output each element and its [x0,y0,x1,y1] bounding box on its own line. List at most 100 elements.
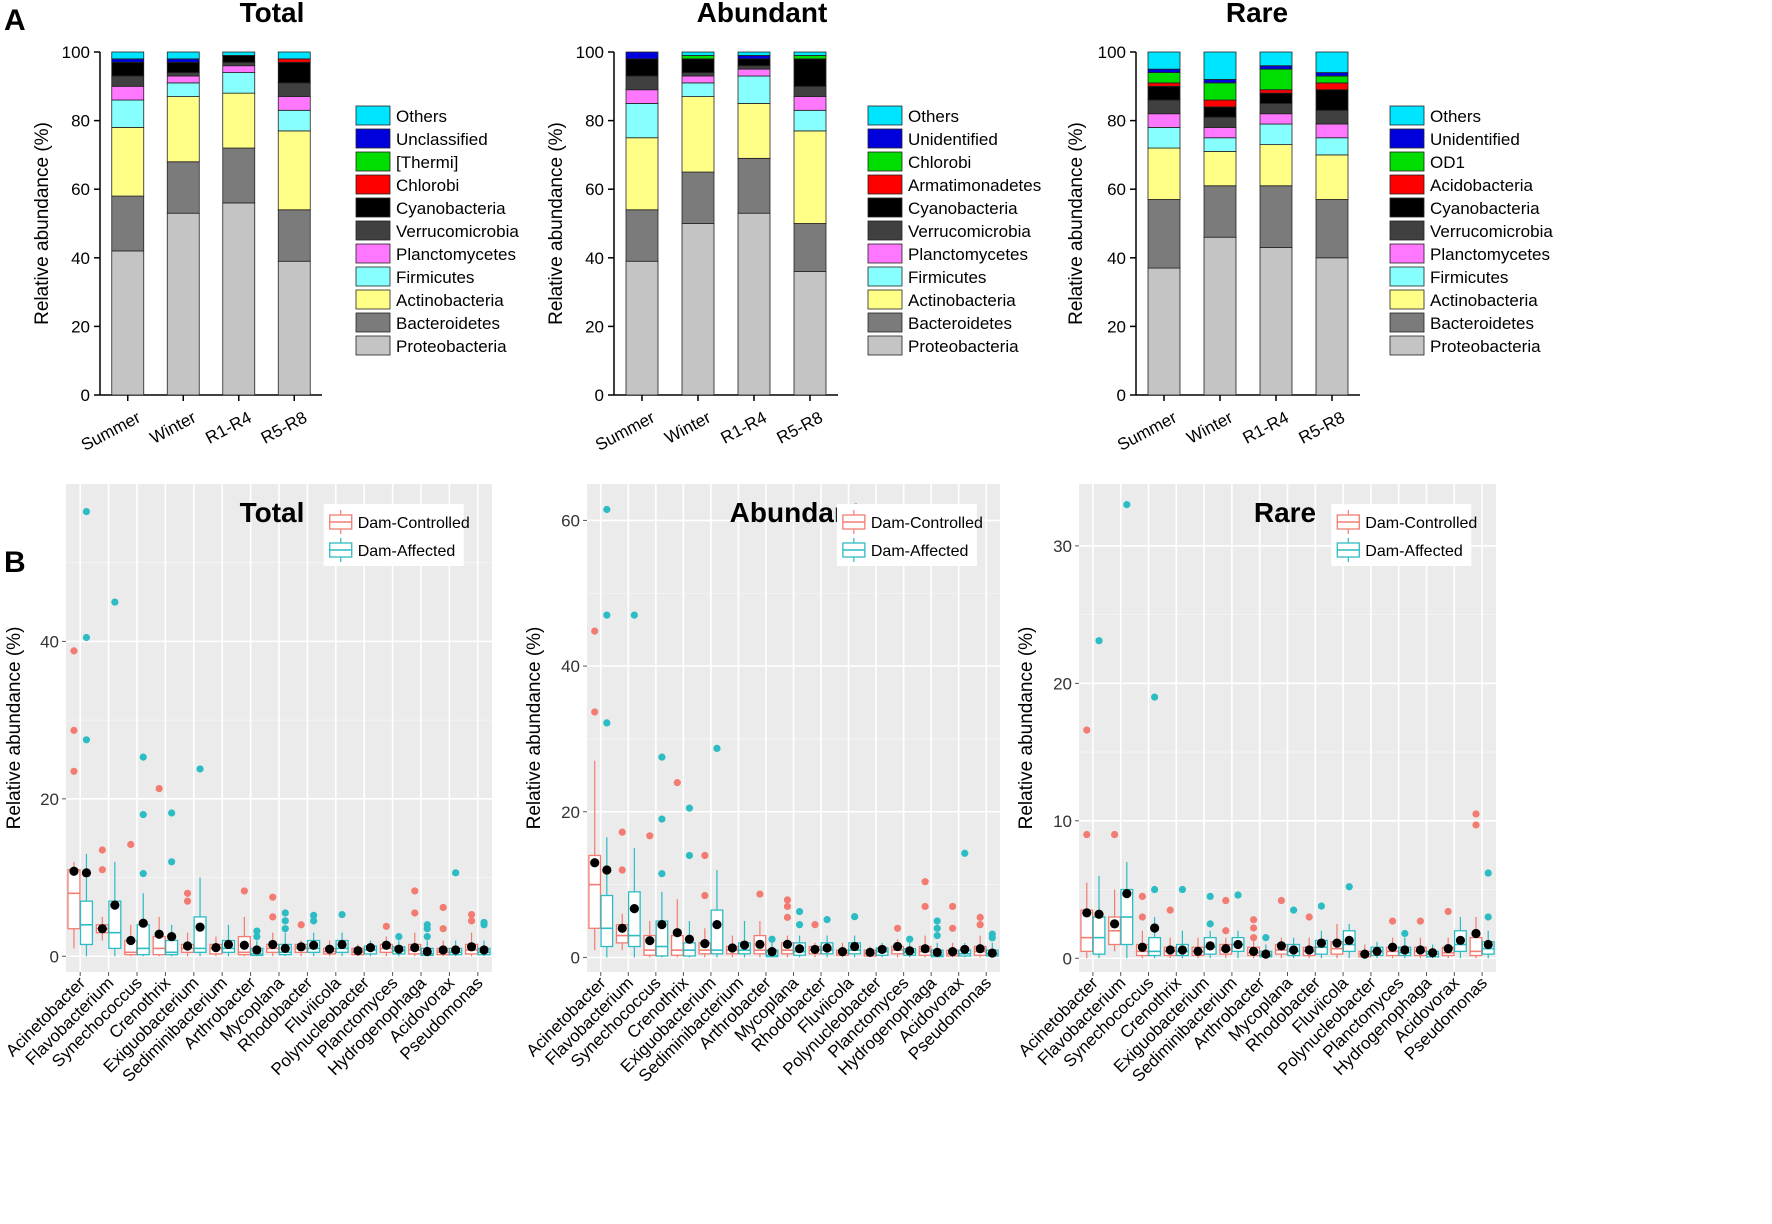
legend-swatch [867,151,903,172]
box-dam-affected [958,849,972,958]
bar-segment [1147,113,1181,128]
mean-point [932,947,942,957]
outlier-point [949,924,957,932]
bar-segment [737,75,771,104]
bar-segment [793,55,827,60]
outlier-point [618,828,626,836]
legend-label: Dam-Affected [1365,543,1463,560]
y-tick-label: 0 [1063,949,1072,968]
outlier-point [685,851,694,860]
outlier-point [811,921,819,929]
legend-swatch [355,105,391,126]
box-dam-affected [627,611,641,958]
mean-point [727,943,737,953]
legend-label: Actinobacteria [1430,291,1538,310]
bar-segment [1259,89,1293,94]
y-tick-label: 20 [71,317,90,336]
y-axis-label: Relative abundance (%) [4,627,25,830]
bar-segment [1147,99,1181,115]
bar-segment [681,51,715,56]
outlier-point [1416,917,1424,925]
box-dam-controlled [1386,917,1400,959]
legend-label: Actinobacteria [396,291,504,310]
bar-segment [793,130,827,224]
outlier-point [976,913,984,921]
outlier-point [673,779,681,787]
outlier-point [240,887,248,895]
box-dam-controlled [1302,913,1316,959]
outlier-point [823,915,831,924]
mean-point [1316,938,1327,948]
bar-segment [1315,89,1349,111]
mean-point [960,944,970,955]
box [1469,936,1483,957]
mean-point [1165,945,1175,955]
mean-point [1177,945,1188,955]
box-dam-controlled [237,887,251,957]
bar-segment [625,58,659,77]
box-dam-controlled [408,887,422,957]
outlier-point [591,627,599,635]
outlier-point [933,931,941,940]
legend-label: Others [908,107,959,126]
outlier-point [1138,892,1146,900]
outlier-point [921,878,929,886]
stacked-bar-chart-rare: Rare Relative abundance (%) 0 20 40 60 80 100 Su… [1066,0,1553,455]
legend-label: Cyanobacteria [1430,199,1540,218]
outlier-point [168,809,176,817]
mean-point [182,941,193,951]
box-dam-controlled [781,896,794,958]
box [79,900,94,946]
outlier-point [921,902,929,911]
legend-label: Verrucomicrobia [1430,222,1553,241]
mean-point [672,928,682,938]
legend-label: Unidentified [908,130,998,149]
outlier-point [1151,693,1159,701]
mean-point [865,947,875,957]
bar-segment [166,82,200,97]
legend-swatch [867,197,903,218]
mean-point [975,944,985,954]
mean-point [1122,889,1132,899]
mean-point [324,944,335,954]
box-dam-affected [250,927,264,957]
bar-segment [111,99,145,128]
box-dam-affected [1092,637,1106,959]
outlier-point [395,932,403,941]
bar-segment [1259,247,1293,396]
legend-label: Firmicutes [908,268,986,287]
legend-swatch [1389,312,1425,333]
outlier-point [82,736,91,744]
mean-point [394,944,404,954]
mean-point [1221,944,1231,954]
bar-segment [625,137,659,211]
mean-point [712,920,722,930]
mean-point [1483,939,1493,950]
outlier-point [98,866,106,874]
y-tick-label: 80 [71,112,90,131]
bar-segment [111,61,145,77]
outlier-point [183,897,192,905]
box-dam-controlled [808,921,822,958]
bar-segment [166,61,200,73]
box-dam-affected [392,932,406,957]
outlier-point [976,921,984,929]
legend-label: Verrucomicrobia [908,222,1031,241]
panel-label-b: B [4,546,26,579]
outlier-point [591,708,599,716]
bar-segment [737,103,771,159]
bar-segment [625,89,659,104]
y-tick-label: 0 [50,947,59,966]
outlier-point [82,633,91,642]
bar-segment [1203,106,1237,118]
outlier-point [70,767,78,775]
mean-point [810,944,820,955]
box-dam-controlled [863,946,877,958]
box-dam-affected [420,921,434,957]
y-axis-label: Relative abundance (%) [32,122,53,325]
mean-point [1428,948,1438,958]
mean-point [154,929,164,939]
bar-segment [625,75,659,91]
mean-point [466,942,477,952]
